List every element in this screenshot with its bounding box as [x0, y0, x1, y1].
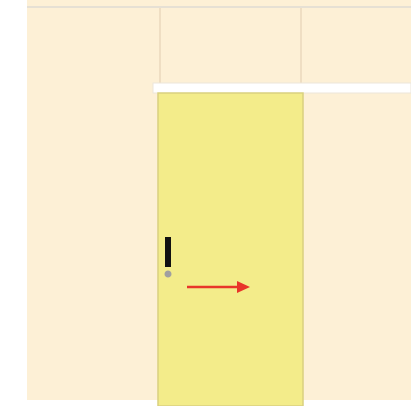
- door-handle: [165, 237, 171, 267]
- door: [157, 92, 304, 406]
- door-lock: [164, 270, 172, 278]
- arrow-head: [237, 281, 250, 293]
- door-rail: [152, 82, 411, 94]
